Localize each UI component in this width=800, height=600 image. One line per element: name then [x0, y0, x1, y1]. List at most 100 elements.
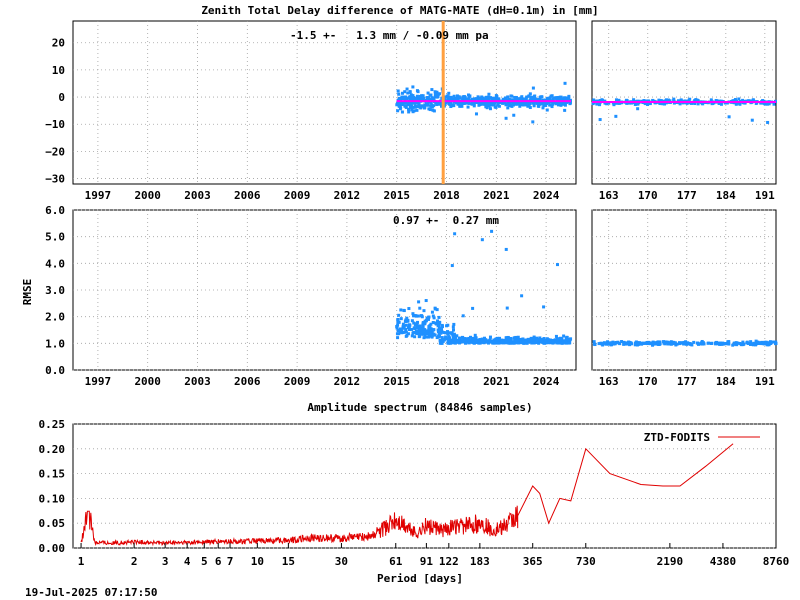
ztd-point — [494, 94, 498, 98]
ztd-zoom-point — [617, 101, 621, 105]
ztd-point — [518, 97, 522, 101]
rmse-point — [461, 314, 465, 318]
ztd-point — [411, 94, 415, 98]
rmse-xtick-label: 2012 — [334, 375, 361, 388]
ztd-point — [487, 102, 491, 106]
rmse-point — [396, 323, 400, 327]
rmse-zoom-point — [752, 341, 756, 345]
ztd-xtick-label: 2003 — [184, 189, 211, 202]
ztd-point — [557, 97, 561, 101]
timestamp: 19-Jul-2025 07:17:50 — [25, 586, 157, 599]
rmse-point — [406, 332, 410, 336]
rmse-point — [398, 328, 402, 332]
ztd-point — [563, 81, 567, 85]
ztd-point — [429, 93, 433, 97]
ztd-point — [462, 96, 466, 100]
rmse-point — [493, 340, 497, 344]
rmse-point — [529, 336, 533, 340]
ztd-xtick-label: 2015 — [383, 189, 410, 202]
ztd-point — [507, 98, 511, 102]
rmse-point — [446, 323, 450, 327]
rmse-point — [424, 329, 428, 333]
ztd-point — [528, 92, 532, 96]
ztd-zoom-point — [615, 101, 619, 105]
ztd-point — [420, 104, 424, 108]
ztd-point — [395, 102, 399, 106]
rmse-point — [432, 316, 436, 320]
ztd-zoom-point — [612, 101, 616, 105]
ztd-zoom-point — [614, 98, 618, 102]
ztd-point — [564, 100, 568, 104]
rmse-point — [425, 331, 429, 335]
ztd-point — [563, 108, 567, 112]
rmse-point — [484, 338, 488, 342]
rmse-point — [399, 330, 403, 334]
rmse-zoom-point — [609, 341, 613, 345]
ztd-point — [407, 110, 411, 114]
rmse-point — [563, 340, 567, 344]
ztd-point — [550, 94, 554, 98]
rmse-point — [506, 337, 510, 341]
ztd-point — [518, 102, 522, 106]
ztd-point — [397, 104, 401, 108]
ztd-point — [525, 95, 529, 99]
ztd-xtick-label: 1997 — [85, 189, 112, 202]
rmse-zoom-point — [662, 341, 666, 345]
ztd-point — [547, 100, 551, 104]
rmse-point — [544, 339, 548, 343]
rmse-point — [416, 332, 420, 336]
ztd-xtick-label: 2012 — [334, 189, 361, 202]
ztd-point — [459, 102, 463, 106]
rmse-point — [448, 331, 452, 335]
rmse-point — [415, 322, 419, 326]
rmse-point — [423, 334, 427, 338]
ztd-point — [560, 102, 564, 106]
rmse-zoom-point — [741, 340, 745, 344]
rmse-point — [527, 339, 531, 343]
rmse-point — [399, 308, 403, 312]
rmse-point — [453, 341, 457, 345]
ztd-point — [538, 96, 542, 100]
ztd-zoom-point — [668, 99, 672, 103]
rmse-point — [556, 337, 560, 341]
ztd-point — [501, 98, 505, 102]
ztd-zoom-point — [635, 102, 639, 106]
ztd-point — [399, 106, 403, 110]
ztd-point — [511, 102, 515, 106]
ztd-point — [406, 107, 410, 111]
ztd-point — [543, 102, 547, 106]
ztd-zoom-point — [696, 98, 700, 102]
rmse-zoom-point — [643, 341, 647, 345]
rmse-zoom-point — [607, 342, 611, 346]
ztd-zoom-point — [612, 103, 616, 107]
panel-ztd-main-annotation: -1.5 +- 1.3 mm / -0.09 mm pa — [290, 29, 489, 42]
rmse-point — [504, 339, 508, 343]
ztd-zoom-point — [736, 101, 740, 105]
ztd-zoom-point — [765, 102, 769, 106]
ztd-point — [449, 97, 453, 101]
rmse-point — [534, 337, 538, 341]
rmse-xtick-label: 2024 — [533, 375, 560, 388]
ztd-point — [472, 104, 476, 108]
ztd-point — [520, 101, 524, 105]
panel-spectrum-line — [80, 443, 734, 547]
rmse-point — [529, 338, 533, 342]
ztd-zoom-point — [750, 118, 754, 122]
ztd-point — [458, 104, 462, 108]
ztd-zoom-point — [709, 98, 713, 102]
ztd-zoom-point — [687, 98, 691, 102]
ztd-zoom-point — [648, 102, 652, 106]
panel-ztd-main-ticks: 20 10 0 −10 −20 −30 1997 2000 2003 2006 2009 2012 20… — [45, 37, 560, 202]
rmse-zoom-point — [673, 341, 677, 345]
ztd-point — [507, 104, 511, 108]
rmse-point — [396, 329, 400, 333]
rmse-point — [440, 336, 444, 340]
rmse-point — [531, 338, 535, 342]
rmse-zoom-point — [748, 342, 752, 346]
rmse-zoom-xtick-label: 163 — [599, 375, 619, 388]
rmse-zoom-point — [735, 343, 739, 347]
ztd-point — [432, 104, 436, 108]
ztd-point — [404, 95, 408, 99]
ztd-point — [423, 105, 427, 109]
ztd-point — [435, 103, 439, 107]
